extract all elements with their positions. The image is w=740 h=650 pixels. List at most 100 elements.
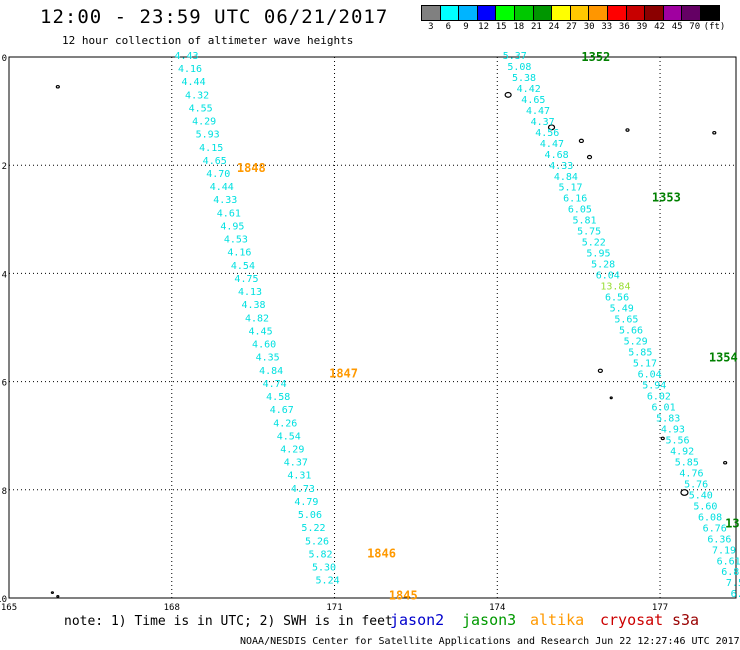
island-outline	[660, 436, 665, 441]
color-scale-label: 30	[583, 22, 595, 32]
island-outline	[56, 594, 60, 598]
swh-value-label: 4.79	[294, 497, 318, 508]
swh-value-label: 5.24	[316, 576, 340, 587]
swh-value-label: 6.36	[707, 534, 731, 545]
swh-value-label: 4.33	[549, 161, 573, 172]
swh-value-label: 4.93	[661, 424, 685, 435]
color-scale-label: 33	[601, 22, 613, 32]
swh-value-label: 6.76	[703, 523, 727, 534]
swh-value-label: 4.53	[224, 235, 248, 246]
swh-value-label: 4.33	[213, 195, 237, 206]
swh-value-label: 4.54	[277, 431, 301, 442]
swh-value-label: 5.17	[559, 183, 583, 194]
swh-value-label: 4.35	[256, 353, 280, 364]
swh-value-label: 7.50	[726, 578, 740, 589]
swh-value-label: 5.94	[642, 380, 666, 391]
island-outline	[597, 368, 603, 373]
swh-value-label: 4.43	[174, 51, 198, 62]
swh-value-label: 4.42	[517, 84, 541, 95]
swh-value-label: 5.29	[624, 337, 648, 348]
swh-value-label: 5.65	[614, 315, 638, 326]
swh-value-label: 4.68	[545, 150, 569, 161]
island-outline	[609, 396, 613, 400]
swh-value-label: 4.44	[210, 182, 234, 193]
swh-value-label: 5.76	[684, 479, 708, 490]
color-scale-label: 21	[530, 22, 542, 32]
orbit-number-label: 13	[725, 516, 739, 530]
longitude-label: 171	[326, 603, 342, 613]
swh-value-label: 6.02	[647, 391, 671, 402]
island-outline	[712, 130, 717, 135]
swh-value-label: 4.75	[234, 274, 258, 285]
swh-value-label: 4.37	[531, 117, 555, 128]
footer-credit: NOAA/NESDIS Center for Satellite Applica…	[240, 636, 740, 647]
swh-value-label: 4.58	[266, 392, 290, 403]
swh-value-label: 4.44	[182, 77, 206, 88]
swh-value-label: 5.75	[577, 227, 601, 238]
swh-value-label: 4.29	[280, 444, 304, 455]
swh-value-label: 5.17	[633, 359, 657, 370]
swh-value-label: 4.56	[535, 128, 559, 139]
swh-value-label: 4.47	[540, 139, 564, 150]
swh-value-label: 7.19	[712, 545, 736, 556]
longitude-label: 168	[164, 603, 180, 613]
swh-value-label: 4.95	[220, 221, 244, 232]
latitude-label: 0	[2, 54, 7, 64]
swh-value-label: 4.29	[192, 117, 216, 128]
color-scale-label: 15	[495, 22, 507, 32]
footer-note: note: 1) Time is in UTC; 2) SWH is in fe…	[64, 614, 393, 629]
color-scale-label: 45	[671, 22, 683, 32]
swh-value-label: 4.16	[178, 64, 202, 75]
color-scale-labels: 3 6 9 12 15 18 21 24 27 30 33 36 39 42 45 70 (ft)	[422, 22, 726, 32]
swh-value-label: 6.04	[638, 370, 662, 381]
swh-value-label: 5.38	[512, 73, 536, 84]
swh-value-label: 5.22	[582, 238, 606, 249]
swh-value-label: 5.93	[196, 130, 220, 141]
orbit-number-label: 1353	[652, 191, 681, 205]
longitude-label: 165	[1, 603, 17, 613]
color-scale-swatch	[699, 5, 720, 21]
swh-value-label: 4.82	[245, 313, 269, 324]
island-outline	[723, 460, 728, 465]
swh-value-label: 4.55	[189, 103, 213, 114]
orbit-number-label: 1354	[709, 350, 738, 364]
swh-value-label: 4.73	[291, 484, 315, 495]
swh-value-label: 5.28	[591, 260, 615, 271]
swh-value-label: 4.32	[185, 90, 209, 101]
swh-value-label: 5.40	[689, 490, 713, 501]
swh-value-label: 4.54	[231, 261, 255, 272]
swh-value-label: 5.83	[656, 413, 680, 424]
island-outline	[578, 138, 584, 144]
swh-value-label: 5.85	[675, 457, 699, 468]
mission-name-jason2: jason2	[390, 611, 445, 629]
swh-value-label: 4.76	[679, 468, 703, 479]
swh-value-label: 5.66	[619, 326, 643, 337]
orbit-number-label: 1846	[367, 547, 396, 561]
swh-value-label: 5.56	[665, 435, 689, 446]
orbit-number-label: 1845	[389, 588, 418, 602]
mission-name-altika: altika	[530, 611, 585, 629]
swh-value-label: 6.16	[563, 194, 587, 205]
swh-value-label: 4.67	[270, 405, 294, 416]
latitude-label: -10	[0, 595, 7, 605]
swh-value-label: 13.84	[600, 282, 630, 293]
swh-value-label: 6.01	[652, 402, 676, 413]
color-scale-label: 9	[463, 22, 469, 32]
mission-name-s3a: s3a	[672, 611, 700, 629]
swh-value-label: 4.65	[203, 156, 227, 167]
swh-value-label: 4.47	[526, 106, 550, 117]
swh-value-label: 5.49	[610, 304, 634, 315]
swh-value-label: 4.13	[238, 287, 262, 298]
swh-value-label: 6.61	[717, 556, 740, 567]
color-scale-label: 18	[513, 22, 525, 32]
latitude-label: -4	[0, 270, 7, 280]
latitude-label: -8	[0, 487, 7, 497]
swh-value-label: 4.70	[206, 169, 230, 180]
color-scale-label: 6	[445, 22, 452, 32]
color-scale-label: 3	[428, 22, 434, 32]
swh-value-label: 4.15	[199, 143, 223, 154]
swh-value-label: 4.84	[554, 172, 578, 183]
island-outline	[55, 84, 60, 89]
